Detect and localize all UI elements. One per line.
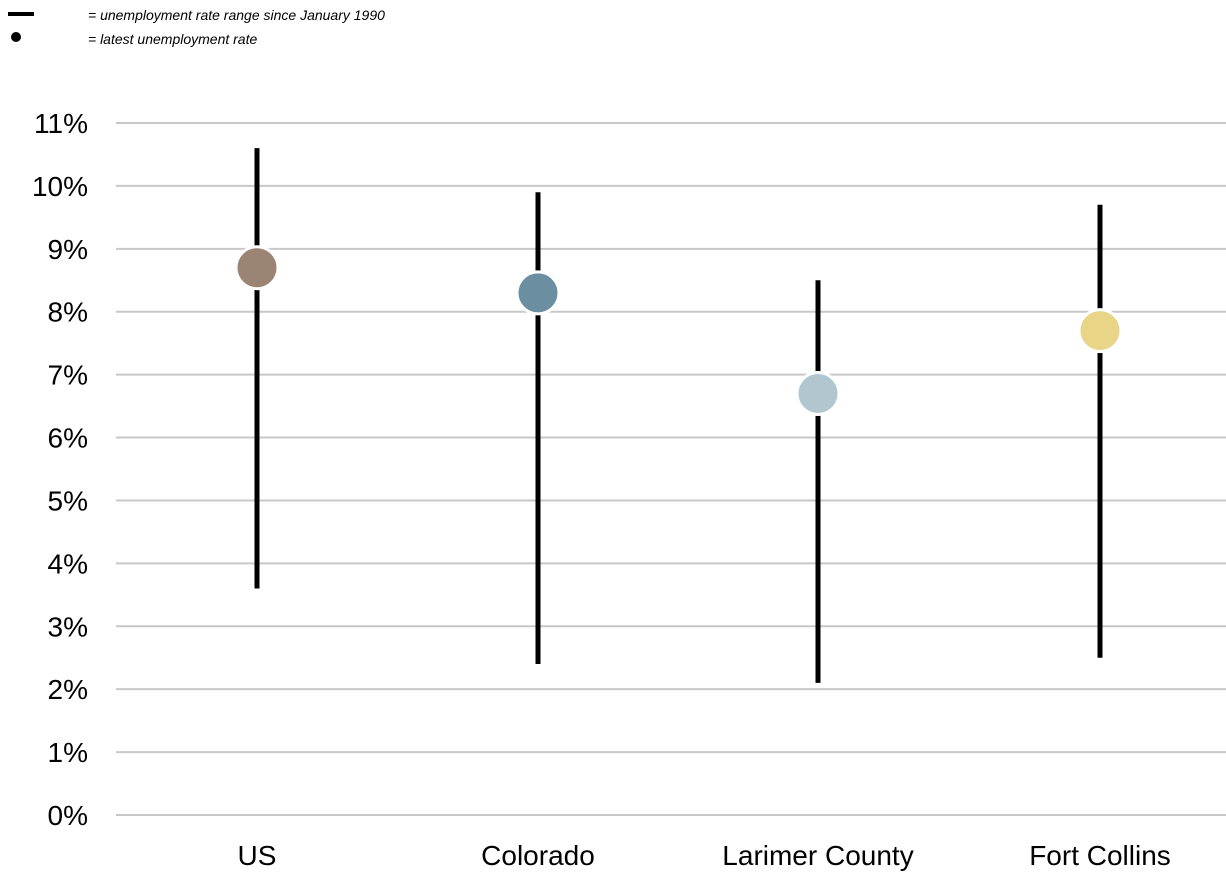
legend: = unemployment rate range since January … — [8, 7, 385, 47]
legend-latest-symbol — [11, 32, 21, 42]
latest-rate-dot — [234, 245, 280, 291]
latest-rate-dot — [1077, 308, 1123, 354]
latest-rate-dot — [795, 371, 841, 417]
y-tick-label: 5% — [48, 485, 88, 516]
category-labels: US Colorado Larimer County Fort Collins — [238, 840, 1171, 871]
category-label: Fort Collins — [1029, 840, 1171, 871]
y-tick-label: 7% — [48, 360, 88, 391]
gridlines — [116, 122, 1226, 816]
y-tick-label: 6% — [48, 423, 88, 454]
category-label: US — [238, 840, 277, 871]
category-label: Larimer County — [722, 840, 913, 871]
latest-rate-dots — [234, 245, 1123, 417]
y-tick-label: 0% — [48, 800, 88, 831]
y-tick-label: 1% — [48, 737, 88, 768]
legend-latest-label: = latest unemployment rate — [88, 31, 257, 47]
y-tick-label: 10% — [32, 171, 88, 202]
legend-range-label: = unemployment rate range since January … — [88, 7, 385, 23]
y-tick-label: 4% — [48, 548, 88, 579]
y-tick-label: 3% — [48, 611, 88, 642]
range-lines — [254, 148, 1103, 683]
latest-rate-dot — [515, 270, 561, 316]
y-tick-label: 9% — [48, 234, 88, 265]
y-tick-label: 2% — [48, 674, 88, 705]
y-tick-label: 8% — [48, 297, 88, 328]
category-label: Colorado — [481, 840, 595, 871]
legend-range-symbol — [8, 12, 34, 16]
y-axis-tick-labels: 0% 1% 2% 3% 4% 5% 6% 7% 8% 9% 10% 11% — [32, 108, 88, 831]
y-tick-label: 11% — [34, 108, 88, 139]
